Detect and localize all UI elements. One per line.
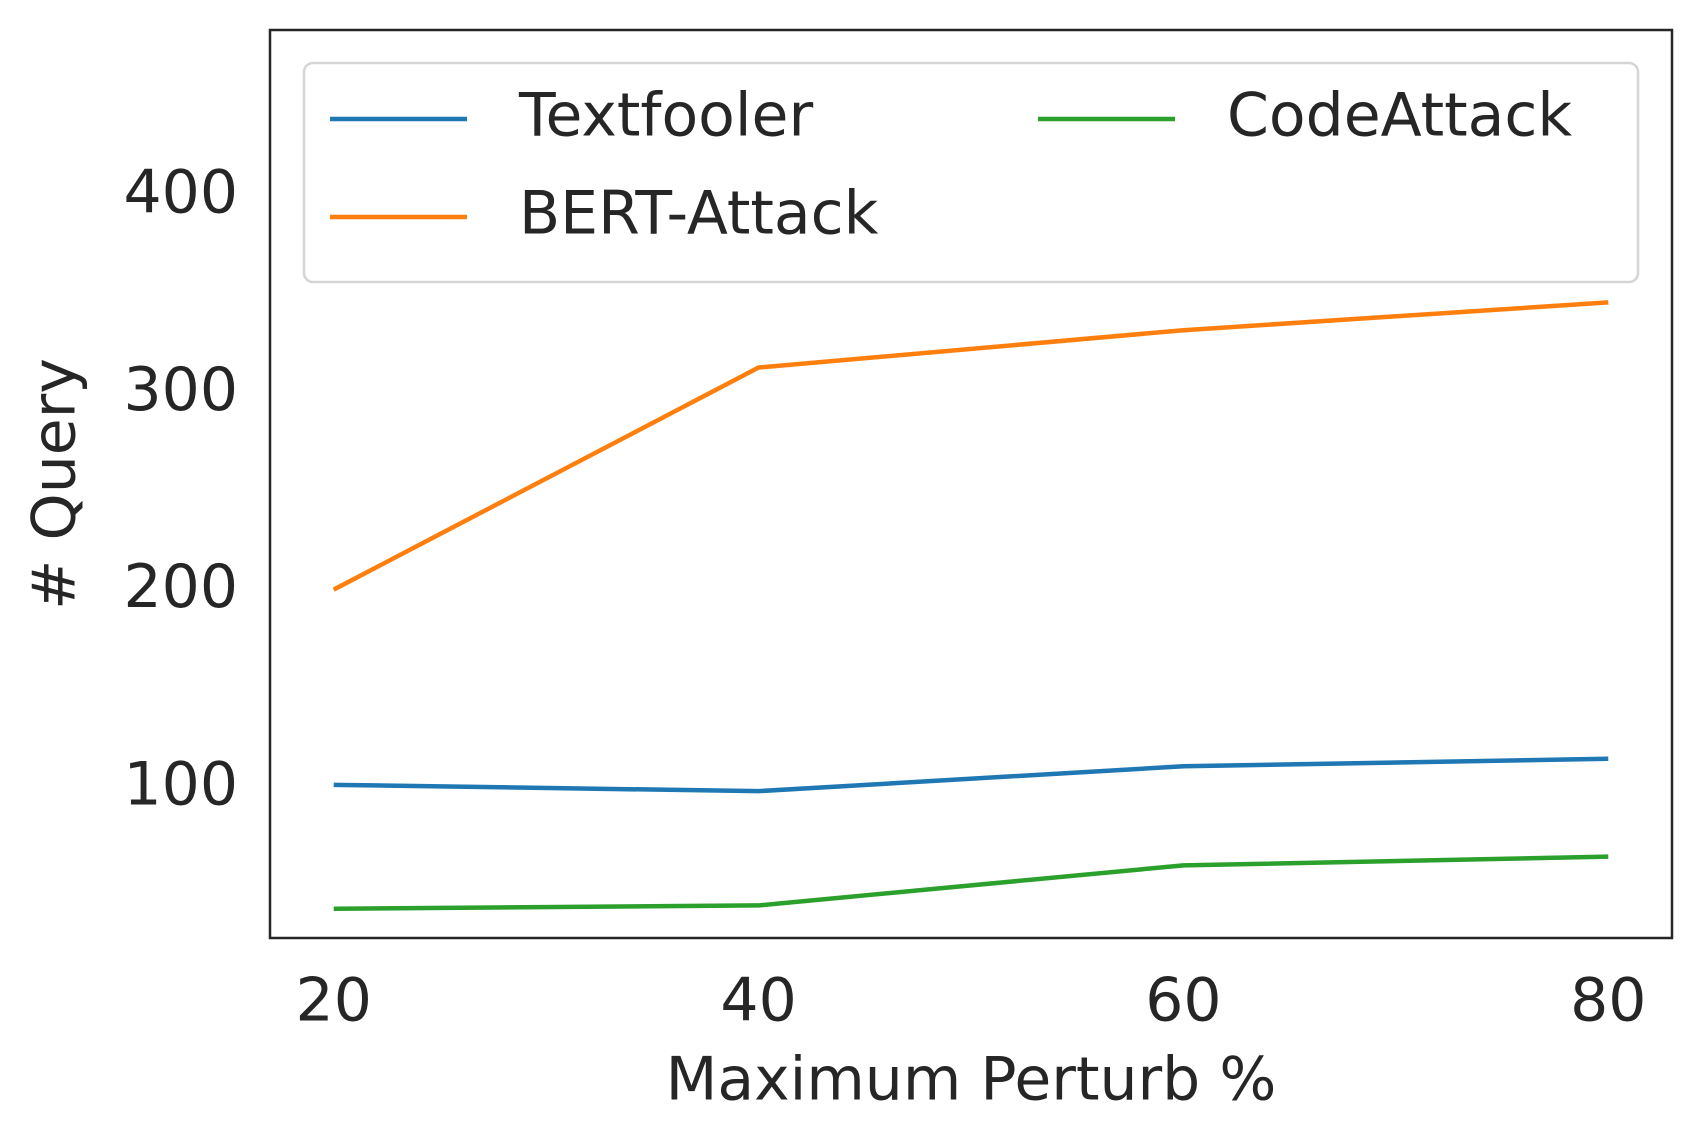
y-tick-label: 300 [123,355,238,425]
line-series [333,756,1609,794]
line-series [333,854,1609,912]
y-tick-label: 100 [123,750,238,820]
axes-frame [268,28,1674,940]
legend-label: CodeAttack [1227,81,1572,151]
x-tick-label: 80 [1570,966,1646,1036]
x-tick-label: 60 [1145,966,1221,1036]
x-tick-label: 20 [296,966,372,1036]
line-series [332,300,1609,592]
x-tick-label: 40 [720,966,796,1036]
x-axis-label: Maximum Perturb % [666,1045,1277,1115]
legend-label: Textfooler [518,81,813,151]
y-tick-label: 400 [123,157,238,227]
y-tick-label: 200 [123,552,238,622]
y-axis-label: # Query [20,358,90,610]
legend-label: BERT-Attack [519,179,879,249]
legend-box [302,61,1640,284]
